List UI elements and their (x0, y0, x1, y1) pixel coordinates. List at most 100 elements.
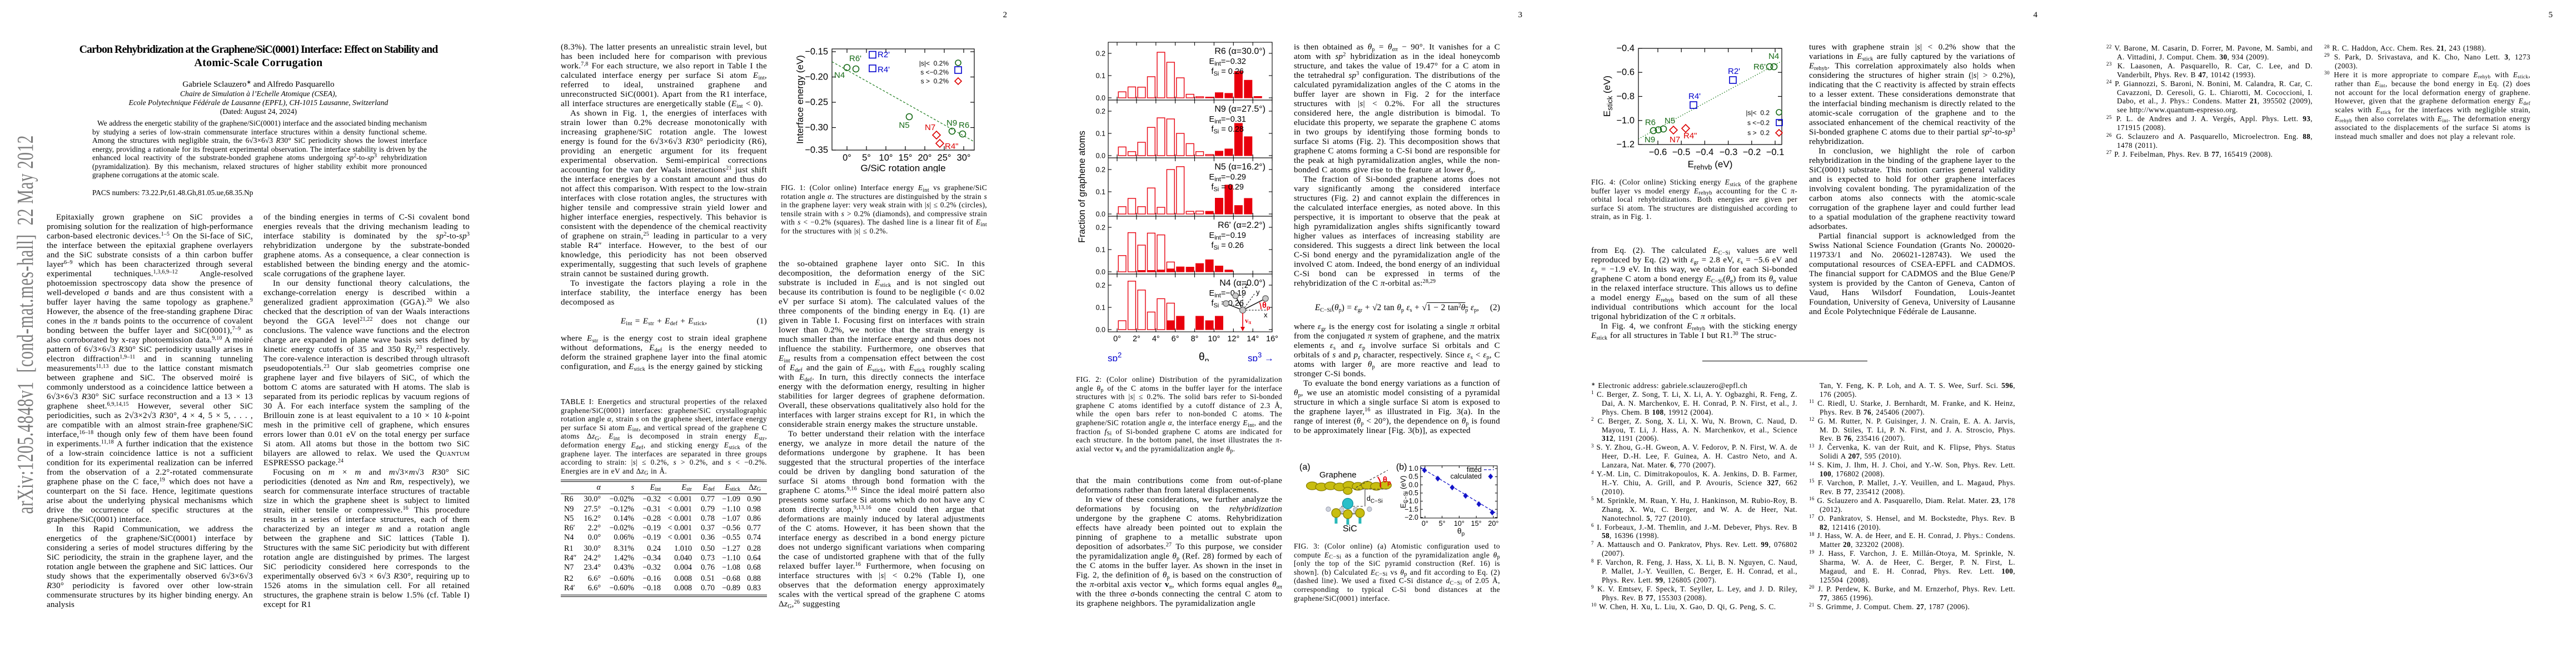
svg-text:s <−0.2%: s <−0.2% (920, 68, 949, 76)
svg-text:0.0: 0.0 (1096, 268, 1105, 276)
svg-text:0.1: 0.1 (1096, 130, 1105, 138)
svg-text:N7: N7 (925, 123, 935, 132)
svg-text:x: x (1264, 311, 1268, 319)
svg-text:z: z (1244, 281, 1248, 290)
svg-text:12°: 12° (1227, 335, 1239, 344)
svg-text:1.0: 1.0 (1409, 465, 1418, 472)
svg-text:30°: 30° (957, 153, 971, 163)
svg-text:R6': R6' (1753, 62, 1766, 72)
svg-text:(a): (a) (1299, 462, 1311, 472)
svg-text:5°: 5° (1439, 520, 1446, 527)
svg-text:0.1: 0.1 (1096, 304, 1105, 312)
svg-text:−0.6: −0.6 (1649, 147, 1667, 157)
svg-text:−0.5: −0.5 (1672, 147, 1691, 157)
svg-text:N4 (α=0.0°): N4 (α=0.0°) (1219, 278, 1265, 288)
svg-text:−0.2: −0.2 (1743, 147, 1761, 157)
svg-text:0.1: 0.1 (1096, 72, 1105, 80)
svg-text:−0.3: −0.3 (1720, 147, 1738, 157)
svg-text:R4": R4" (1683, 131, 1697, 141)
svg-text:R2': R2' (1728, 67, 1740, 76)
svg-text:16°: 16° (1266, 335, 1278, 344)
svg-text:G/SiC rotation angle: G/SiC rotation angle (860, 163, 945, 172)
svg-text:−0.20: −0.20 (805, 72, 828, 82)
svg-text:Estick (eV): Estick (eV) (1602, 76, 1614, 117)
svg-text:−0.15: −0.15 (805, 47, 828, 57)
svg-text:fSi = 0.29: fSi = 0.29 (1211, 183, 1244, 193)
svg-text:|s|< 0.2: |s|< 0.2 (1746, 109, 1770, 117)
svg-text:0.0: 0.0 (1096, 211, 1105, 218)
svg-text:15°: 15° (1471, 520, 1482, 527)
svg-text:N5: N5 (899, 121, 909, 130)
svg-text:dC−Si: dC−Si (1367, 495, 1383, 505)
svg-text:−0.35: −0.35 (805, 145, 828, 155)
svg-text:0.0: 0.0 (1096, 94, 1105, 102)
svg-text:R6: R6 (959, 121, 969, 130)
svg-text:Eint=−0.32: Eint=−0.32 (1209, 57, 1246, 67)
svg-text:N5 (α=16.2°): N5 (α=16.2°) (1214, 162, 1265, 172)
svg-text:−2.0: −2.0 (1404, 514, 1418, 521)
svg-text:25°: 25° (938, 153, 951, 163)
svg-text:θp: θp (1199, 351, 1209, 361)
svg-text:Eint=−0.31: Eint=−0.31 (1209, 115, 1246, 125)
svg-text:vπ: vπ (1245, 317, 1251, 325)
svg-text:10°: 10° (1208, 335, 1220, 344)
svg-text:N4: N4 (834, 71, 845, 80)
svg-text:0.2: 0.2 (1096, 282, 1105, 290)
svg-text:14°: 14° (1247, 335, 1259, 344)
svg-text:N9 (α=27.5°): N9 (α=27.5°) (1214, 104, 1265, 114)
svg-text:0.1: 0.1 (1096, 188, 1105, 196)
svg-text:8°: 8° (1191, 335, 1199, 344)
svg-text:0.2: 0.2 (1096, 50, 1105, 58)
svg-text:15°: 15° (899, 153, 913, 163)
svg-text:(b): (b) (1396, 462, 1407, 472)
svg-text:20°: 20° (918, 153, 932, 163)
svg-text:sp2: sp2 (1108, 351, 1122, 361)
svg-text:fSi = 0.28: fSi = 0.28 (1211, 125, 1244, 135)
svg-text:0.0: 0.0 (1409, 481, 1418, 489)
svg-text:|s|< 0.2%: |s|< 0.2% (919, 59, 949, 67)
svg-text:SiC: SiC (1343, 524, 1357, 534)
svg-text:s > 0.2%: s > 0.2% (921, 77, 949, 85)
svg-text:N9: N9 (946, 118, 957, 128)
svg-text:0.2: 0.2 (1096, 166, 1105, 174)
svg-text:Eint=−0.19: Eint=−0.19 (1209, 231, 1246, 241)
svg-text:−0.6: −0.6 (1616, 67, 1635, 77)
svg-text:0°: 0° (1113, 335, 1121, 344)
svg-text:−0.8: −0.8 (1616, 92, 1635, 102)
svg-text:6°: 6° (1172, 335, 1179, 344)
svg-text:EC−Si (eV): EC−Si (eV) (1399, 476, 1409, 509)
svg-text:−0.1: −0.1 (1766, 147, 1785, 157)
svg-text:fitted: fitted (1467, 466, 1482, 474)
svg-text:s <−0.2: s <−0.2 (1747, 119, 1770, 127)
svg-text:−1.2: −1.2 (1616, 140, 1635, 150)
svg-text:R2': R2' (878, 50, 890, 59)
svg-text:R4': R4' (1688, 92, 1701, 101)
svg-text:0°: 0° (843, 153, 851, 163)
svg-text:R4": R4" (945, 142, 959, 151)
svg-text:−1.5: −1.5 (1404, 505, 1418, 513)
svg-text:N7: N7 (1670, 135, 1680, 145)
svg-text:Eint=−0.29: Eint=−0.29 (1209, 173, 1246, 183)
svg-text:Erehyb (eV): Erehyb (eV) (1688, 159, 1733, 170)
svg-text:sp3 →: sp3 → (1248, 351, 1274, 361)
svg-text:5°: 5° (862, 153, 871, 163)
svg-text:fSi = 0.26: fSi = 0.26 (1211, 67, 1244, 77)
svg-text:2°: 2° (1133, 335, 1140, 344)
svg-text:N9: N9 (1645, 135, 1655, 145)
svg-text:10°: 10° (879, 153, 893, 163)
svg-text:0.2: 0.2 (1096, 108, 1105, 116)
svg-text:−0.25: −0.25 (805, 97, 828, 107)
svg-text:−0.5: −0.5 (1404, 489, 1418, 497)
svg-text:Interface energy (eV): Interface energy (eV) (795, 55, 805, 144)
svg-text:0°: 0° (1422, 520, 1428, 527)
svg-text:fSi = 0.26: fSi = 0.26 (1211, 241, 1244, 251)
svg-text:R6' (α=2.2°): R6' (α=2.2°) (1218, 221, 1265, 230)
svg-text:0.1: 0.1 (1096, 246, 1105, 254)
svg-text:20°: 20° (1488, 520, 1499, 527)
svg-text:−0.30: −0.30 (805, 123, 828, 133)
svg-text:Eint=−0.19: Eint=−0.19 (1209, 289, 1246, 299)
svg-text:−1.0: −1.0 (1404, 497, 1418, 505)
svg-text:y: y (1256, 288, 1260, 296)
svg-text:−0.4: −0.4 (1696, 147, 1714, 157)
svg-text:s > 0.2: s > 0.2 (1747, 129, 1770, 137)
